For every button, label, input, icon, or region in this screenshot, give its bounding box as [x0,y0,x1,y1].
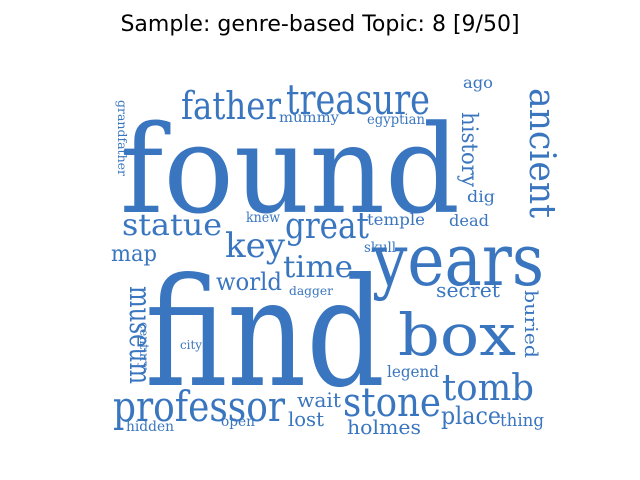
word-dead: dead [449,211,489,230]
word-buried: buried [520,290,541,358]
word-holmes: holmes [347,415,421,439]
word-father: father [181,84,282,128]
word-knew: knew [246,210,280,226]
word-skull: skull [364,240,396,256]
word-box: box [398,301,516,369]
word-statue: statue [122,208,222,243]
word-years: years [371,218,544,302]
word-century: century [137,322,151,370]
word-temple: temple [367,210,425,229]
word-mummy: mummy [279,110,339,126]
word-hidden: hidden [126,419,174,435]
word-key: key [225,226,286,266]
word-thing: thing [500,410,544,431]
chart-title: Sample: genre-based Topic: 8 [9/50] [120,12,520,37]
word-dagger: dagger [289,284,333,298]
word-legend: legend [387,362,439,381]
word-egyptian: egyptian [367,112,425,128]
word-professor: professor [113,382,286,431]
word-history: history [456,112,481,188]
word-found: found [120,99,460,241]
word-dig: dig [467,187,495,206]
word-tomb: tomb [442,368,534,409]
word-open: open [221,414,255,430]
word-secret: secret [436,278,500,302]
word-city: city [180,338,202,352]
word-treasure: treasure [286,75,430,124]
word-grandfather: grandfather [115,100,129,176]
word-time: time [283,250,353,285]
word-map: map [111,242,157,267]
word-great: great [285,206,369,247]
word-museum: museum [122,286,157,384]
word-ancient: ancient [521,88,562,219]
word-place: place [441,402,501,430]
word-find: find [145,247,385,421]
word-ago: ago [463,73,493,92]
word-lost: lost [288,407,324,431]
word-world: world [216,268,282,296]
word-wait: wait [297,388,341,412]
word-stone: stone [343,380,441,426]
